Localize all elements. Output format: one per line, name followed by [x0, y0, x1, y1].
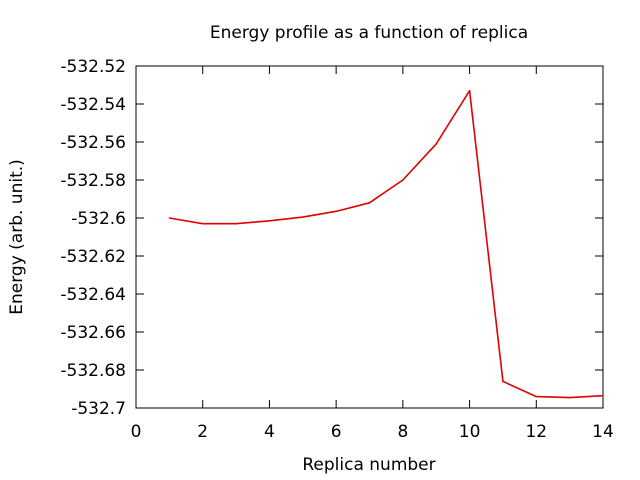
- x-axis-title: Replica number: [302, 455, 435, 475]
- x-tick-label: 0: [131, 422, 142, 442]
- chart-title: Energy profile as a function of replica: [210, 23, 528, 43]
- data-point: [168, 217, 170, 219]
- x-tick-label: 6: [331, 422, 342, 442]
- y-tick-label: -532.68: [60, 361, 126, 381]
- x-tick-label: 10: [459, 422, 481, 442]
- data-point: [368, 202, 371, 204]
- data-point: [302, 216, 304, 218]
- x-axis-ticks: 0 2 4 6 8 10 12 14: [131, 66, 614, 442]
- y-tick-label: -532.6: [71, 209, 126, 229]
- y-tick-label: -532.62: [60, 247, 126, 267]
- y-tick-label: -532.56: [60, 133, 126, 153]
- x-tick-label: 4: [264, 422, 275, 442]
- data-point: [435, 143, 437, 145]
- y-tick-label: -532.54: [60, 95, 126, 115]
- y-axis-ticks: -532.52 -532.54 -532.56 -532.58 -532.6 -532.6…: [60, 57, 603, 419]
- y-tick-label: -532.64: [60, 285, 126, 305]
- series-line-0: [169, 89, 604, 399]
- x-tick-label: 2: [197, 422, 208, 442]
- y-tick-label: -532.58: [60, 171, 126, 191]
- series-layer: [168, 89, 604, 399]
- x-tick-label: 14: [592, 422, 614, 442]
- data-point: [602, 395, 604, 397]
- data-point: [202, 223, 204, 225]
- data-point: [569, 396, 571, 399]
- data-point: [268, 220, 271, 222]
- data-point: [535, 396, 537, 398]
- data-point: [402, 179, 404, 181]
- y-axis-title: Energy (arb. unit.): [7, 159, 27, 315]
- x-tick-label: 8: [397, 422, 408, 442]
- plot-area-frame: [135, 65, 604, 409]
- data-point: [468, 90, 471, 92]
- data-point: [335, 210, 337, 212]
- x-tick-label: 12: [525, 422, 547, 442]
- y-tick-label: -532.66: [60, 323, 126, 343]
- data-point: [235, 223, 237, 225]
- y-tick-label: -532.7: [71, 399, 126, 419]
- y-tick-label: -532.52: [60, 57, 126, 77]
- data-point: [502, 380, 504, 382]
